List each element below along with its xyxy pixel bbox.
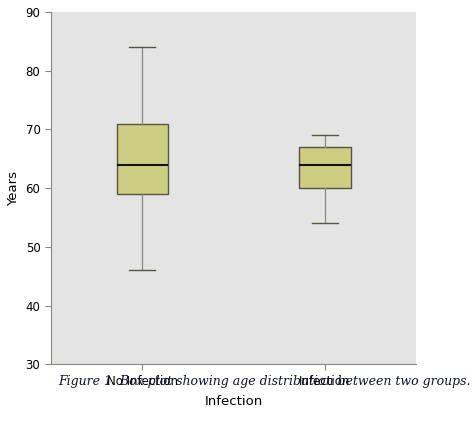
PathPatch shape: [116, 124, 168, 194]
Y-axis label: Years: Years: [7, 170, 20, 206]
X-axis label: Infection: Infection: [204, 394, 263, 408]
Text: Figure 1. Box plot showing age distribution between two groups.: Figure 1. Box plot showing age distribut…: [58, 375, 471, 388]
PathPatch shape: [299, 147, 351, 188]
